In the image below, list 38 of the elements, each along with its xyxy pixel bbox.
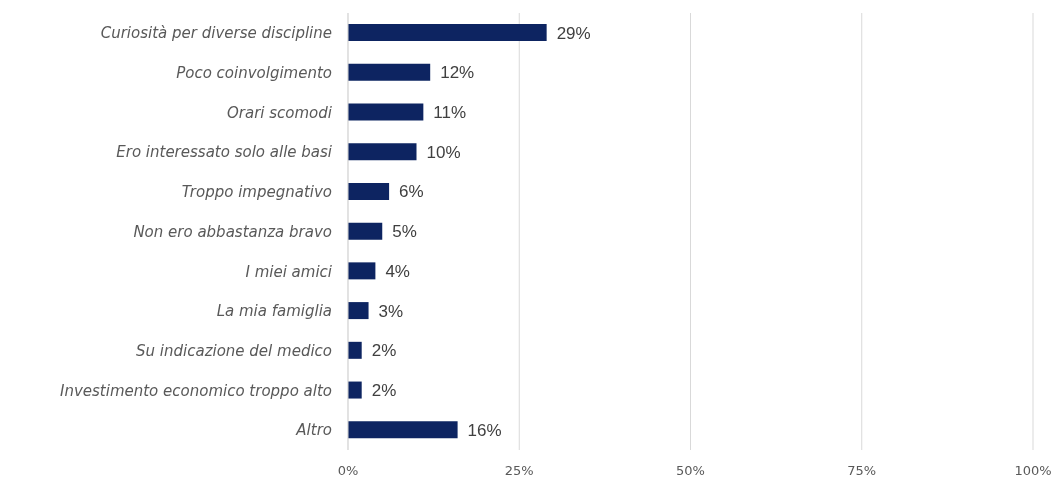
y-tick-label: Orari scomodi <box>227 103 333 122</box>
data-label: 16% <box>467 420 502 440</box>
data-label: 6% <box>399 182 424 202</box>
bar <box>348 143 417 161</box>
data-label: 5% <box>392 222 417 242</box>
bar <box>348 63 431 81</box>
y-tick-label: Curiosità per diverse discipline <box>100 24 332 43</box>
data-label: 2% <box>371 341 397 361</box>
data-label: 11% <box>433 102 467 122</box>
y-tick-label: Troppo impegnativo <box>181 183 332 202</box>
bar <box>348 341 362 359</box>
bar <box>348 103 424 121</box>
y-tick-label: I miei amici <box>245 262 333 281</box>
bar <box>348 222 383 240</box>
bar <box>348 381 362 399</box>
bar <box>348 302 369 320</box>
data-label: 2% <box>371 381 397 401</box>
x-tick-label: 50% <box>676 463 705 479</box>
bar <box>348 421 458 439</box>
bar <box>348 262 376 280</box>
bar <box>348 182 390 200</box>
data-label: 4% <box>385 261 410 281</box>
y-tick-label: La mia famiglia <box>216 302 332 321</box>
y-tick-label: Poco coinvolgimento <box>176 63 332 82</box>
y-tick-label: Altro <box>295 421 332 440</box>
y-tick-label: Non ero abbastanza bravo <box>133 222 332 241</box>
x-tick-label: 100% <box>1014 463 1052 479</box>
y-tick-label: Ero interessato solo alle basi <box>116 143 333 162</box>
y-tick-label: Investimento economico troppo alto <box>59 381 332 400</box>
data-label: 12% <box>440 63 475 83</box>
y-tick-label: Su indicazione del medico <box>136 342 332 361</box>
data-label: 10% <box>426 142 461 162</box>
x-tick-label: 0% <box>337 463 359 479</box>
bar <box>348 24 547 41</box>
x-tick-label: 25% <box>504 463 534 479</box>
x-tick-label: 75% <box>847 463 877 479</box>
data-label: 3% <box>378 301 404 321</box>
data-label: 29% <box>556 23 591 43</box>
